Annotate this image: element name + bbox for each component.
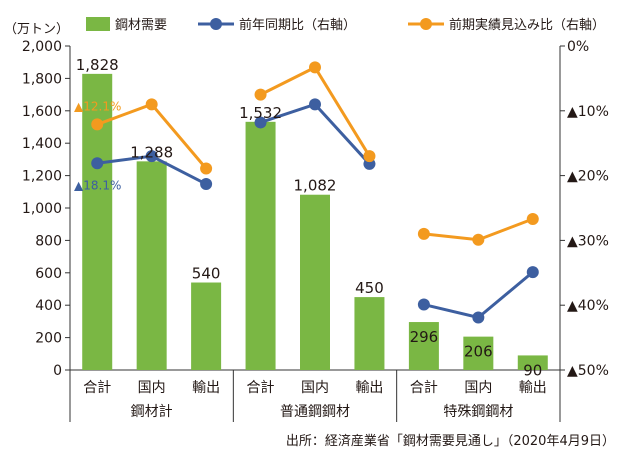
legend-swatch-bar	[86, 17, 110, 31]
bar	[300, 194, 330, 370]
bar	[82, 73, 113, 370]
series-point	[309, 98, 321, 111]
bar-labels: 1,828 1,288 540 1,532 1,082 450 296 206 90	[76, 56, 543, 380]
series-point	[254, 116, 267, 129]
group-label: 普通鋼鋼材	[280, 404, 350, 420]
left-tick-label: 1,800	[22, 71, 62, 87]
left-tick-label: 1,600	[22, 104, 62, 120]
bar-value-label: 1,532	[239, 104, 282, 122]
right-tick-label: ▲30%	[567, 233, 609, 249]
legend: 鋼材需要 前年同期比（右軸） 前期実績見込み比（右軸）	[86, 17, 605, 33]
series-point	[145, 150, 158, 163]
right-tick-label: ▲50%	[567, 363, 609, 379]
bar	[136, 161, 167, 370]
annotation-label: ▲18.1%	[74, 178, 121, 192]
source-note: 出所：経済産業省「鋼材需要見通し」（2020年4月9日）	[286, 433, 615, 449]
legend-label: 前期実績見込み比（右軸）	[449, 17, 605, 33]
bar-value-label: 540	[192, 265, 221, 283]
bar	[191, 282, 222, 370]
left-tick-label: 800	[35, 233, 62, 249]
series-point	[526, 266, 539, 279]
series-point	[472, 233, 485, 246]
axes: 0 200 400 600 800 1,000 1,200 1,400 1,600 1,800 2,…	[22, 39, 609, 379]
right-tick-label: ▲20%	[567, 169, 609, 185]
left-tick-label: 1,400	[22, 136, 62, 152]
bar-value-label: 1,828	[76, 56, 119, 74]
bar	[463, 336, 494, 370]
category-label: 合計	[247, 380, 275, 396]
bar-value-label: 450	[355, 279, 384, 297]
category-label: 輸出	[519, 380, 547, 396]
bar-value-label: 1,082	[294, 177, 337, 195]
series-point	[200, 162, 213, 175]
annotations: ▲12.1% ▲18.1%	[74, 99, 121, 192]
series-point	[363, 150, 376, 163]
bar	[354, 297, 385, 370]
series-point	[145, 98, 158, 111]
left-tick-label: 1,200	[22, 169, 62, 185]
left-tick-label: 1,000	[22, 201, 62, 217]
bar-value-label: 206	[464, 343, 493, 361]
bar-value-label: 296	[410, 328, 439, 346]
group-label: 特殊鋼鋼材	[443, 404, 513, 420]
category-label: 合計	[410, 380, 438, 396]
series-point	[254, 88, 267, 101]
legend-label: 鋼材需要	[115, 18, 167, 33]
left-tick-label: 2,000	[22, 39, 62, 55]
category-label: 国内	[138, 380, 166, 396]
series-point	[91, 157, 104, 170]
bar	[245, 121, 276, 370]
category-label: 輸出	[355, 380, 383, 396]
series-point	[309, 61, 321, 74]
lines	[91, 61, 539, 324]
annotation-label: ▲12.1%	[74, 99, 121, 113]
left-tick-label: 600	[35, 266, 62, 282]
category-label: 国内	[464, 380, 492, 396]
category-label: 合計	[83, 380, 111, 396]
series-line	[423, 270, 534, 320]
series-point	[417, 298, 430, 311]
series-point	[200, 178, 213, 191]
series-point	[472, 311, 485, 324]
bar-value-label: 90	[523, 361, 542, 379]
right-tick-label: ▲10%	[567, 104, 609, 120]
bar	[517, 355, 548, 370]
series-point	[417, 227, 430, 240]
legend-swatch-marker	[210, 18, 222, 30]
left-axis-unit-label: （万トン）	[4, 22, 69, 37]
left-tick-label: 200	[35, 331, 62, 347]
left-tick-label: 400	[35, 298, 62, 314]
legend-swatch-marker	[420, 18, 432, 30]
legend-label: 前年同期比（右軸）	[239, 17, 356, 33]
bar	[408, 322, 439, 370]
right-tick-label: 0%	[567, 39, 589, 55]
series-point	[91, 118, 104, 131]
right-tick-label: ▲40%	[567, 298, 609, 314]
category-label: 輸出	[192, 380, 220, 396]
category-label: 国内	[301, 380, 329, 396]
group-label: 鋼材計	[131, 404, 173, 420]
bars	[82, 73, 548, 370]
left-tick-label: 0	[53, 363, 62, 379]
bar-value-label: 1,288	[130, 143, 173, 161]
series-point	[526, 213, 539, 226]
